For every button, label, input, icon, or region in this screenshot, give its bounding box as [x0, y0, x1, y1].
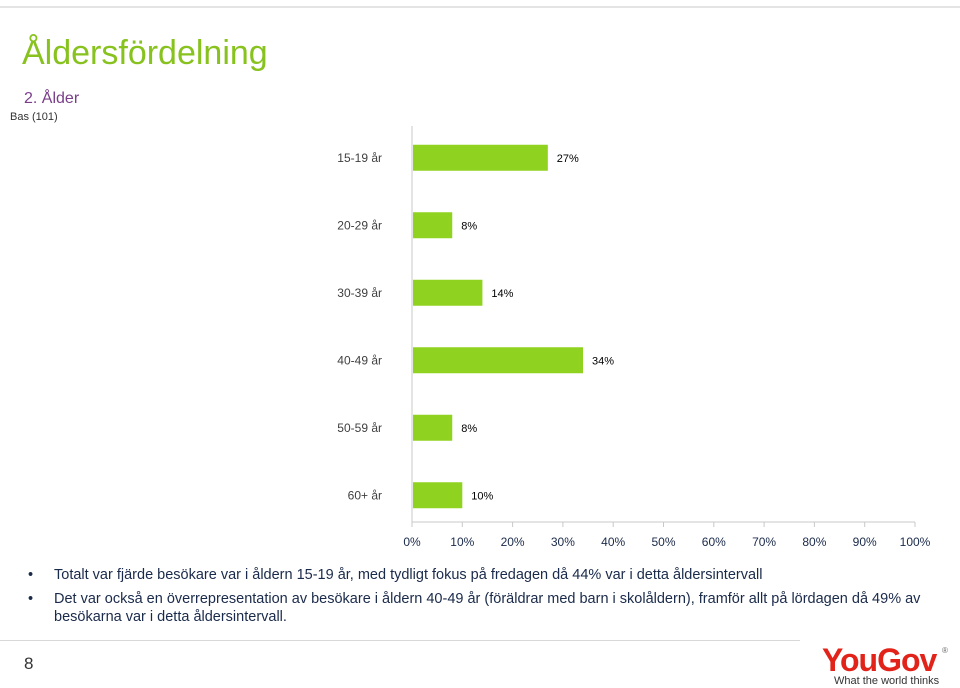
- age-bar-chart: 15-19 år 27% 20-29 år 8% 30-39 år 14% 40-49 år…: [337, 126, 931, 549]
- x-tick-label: 40%: [601, 535, 625, 549]
- category-label: 15-19 år: [337, 151, 382, 165]
- data-label: 8%: [461, 423, 477, 435]
- category-label: 50-59 år: [337, 421, 382, 435]
- x-tick-label: 90%: [853, 535, 877, 549]
- logo-wordmark: YouGov: [822, 642, 937, 678]
- logo-registered-mark: ®: [942, 646, 948, 655]
- slide-number: 8: [24, 654, 34, 673]
- category-label: 60+ år: [348, 488, 382, 502]
- finding-item: • Det var också en överrepresentation av…: [28, 590, 938, 626]
- data-label: 8%: [461, 220, 477, 232]
- bar: [413, 414, 453, 441]
- question-label: 2. Ålder: [24, 90, 80, 107]
- x-tick-label: 30%: [551, 535, 575, 549]
- x-tick-label: 50%: [651, 535, 675, 549]
- category-label: 30-39 år: [337, 286, 382, 300]
- category-label: 40-49 år: [337, 353, 382, 367]
- top-divider: [0, 6, 960, 8]
- x-tick-label: 100%: [900, 535, 931, 549]
- finding-text: Det var också en överrepresentation av b…: [54, 591, 921, 625]
- bar: [413, 347, 584, 374]
- data-label: 27%: [557, 153, 579, 165]
- x-tick-label: 10%: [450, 535, 474, 549]
- finding-item: • Totalt var fjärde besökare var i ålder…: [28, 566, 938, 584]
- yougov-logo: YouGov ® What the world thinks: [822, 642, 952, 688]
- x-tick-label: 0%: [403, 535, 421, 549]
- x-tick-label: 70%: [752, 535, 776, 549]
- category-label: 20-29 år: [337, 218, 382, 232]
- slide-title: Åldersfördelning: [22, 34, 268, 72]
- x-tick-label: 80%: [802, 535, 826, 549]
- findings-list: • Totalt var fjärde besökare var i ålder…: [28, 566, 938, 632]
- base-count: Bas (101): [10, 111, 58, 123]
- x-tick-label: 60%: [702, 535, 726, 549]
- bar: [413, 482, 463, 509]
- data-label: 34%: [592, 355, 614, 367]
- bar: [413, 279, 483, 306]
- bullet-icon: •: [28, 567, 34, 583]
- bar: [413, 212, 453, 239]
- x-tick-label: 20%: [501, 535, 525, 549]
- bar: [413, 144, 548, 171]
- bottom-divider: [0, 640, 800, 641]
- bullet-icon: •: [28, 591, 34, 607]
- finding-text: Totalt var fjärde besökare var i åldern …: [54, 567, 763, 583]
- logo-tagline: What the world thinks: [834, 675, 940, 687]
- data-label: 14%: [491, 288, 513, 300]
- data-label: 10%: [471, 490, 493, 502]
